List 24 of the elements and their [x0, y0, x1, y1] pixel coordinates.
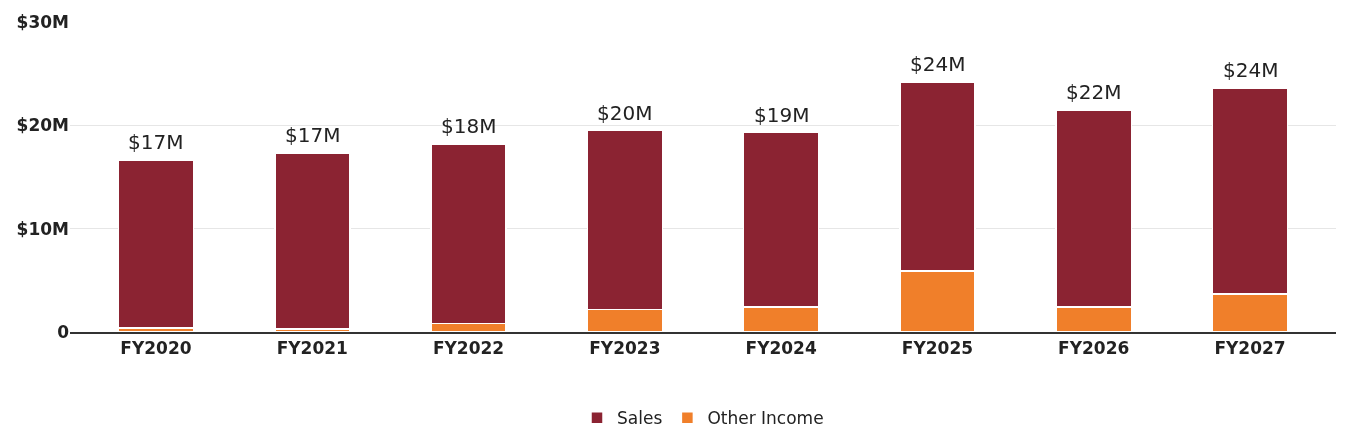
y-tick-label: 0: [57, 321, 70, 342]
total-label: $20M: [597, 101, 653, 125]
y-tick-label: $30M: [16, 11, 69, 32]
total-label: $18M: [441, 114, 497, 138]
total-label: $19M: [754, 103, 810, 127]
total-label: $17M: [285, 123, 341, 147]
legend-label: Other Income: [707, 408, 824, 429]
x-tick-label: FY2024: [745, 338, 817, 359]
total-label: $17M: [128, 130, 184, 154]
total-label: $24M: [910, 52, 966, 76]
y-tick-label: $10M: [16, 218, 69, 239]
total-label: $24M: [1223, 58, 1279, 82]
x-tick-label: FY2026: [1058, 338, 1130, 359]
y-tick-label: $20M: [16, 115, 69, 136]
x-tick-label: FY2021: [276, 338, 348, 359]
x-tick-label: FY2020: [120, 338, 192, 359]
legend-label: Sales: [617, 408, 663, 429]
x-tick-label: FY2022: [432, 338, 505, 359]
total-label: $22M: [1066, 80, 1122, 104]
x-tick-label: FY2023: [589, 338, 661, 359]
x-tick-label: FY2027: [1214, 338, 1286, 359]
bar: [117, 159, 195, 329]
x-tick-label: FY2025: [901, 338, 974, 359]
bar: [274, 152, 351, 330]
